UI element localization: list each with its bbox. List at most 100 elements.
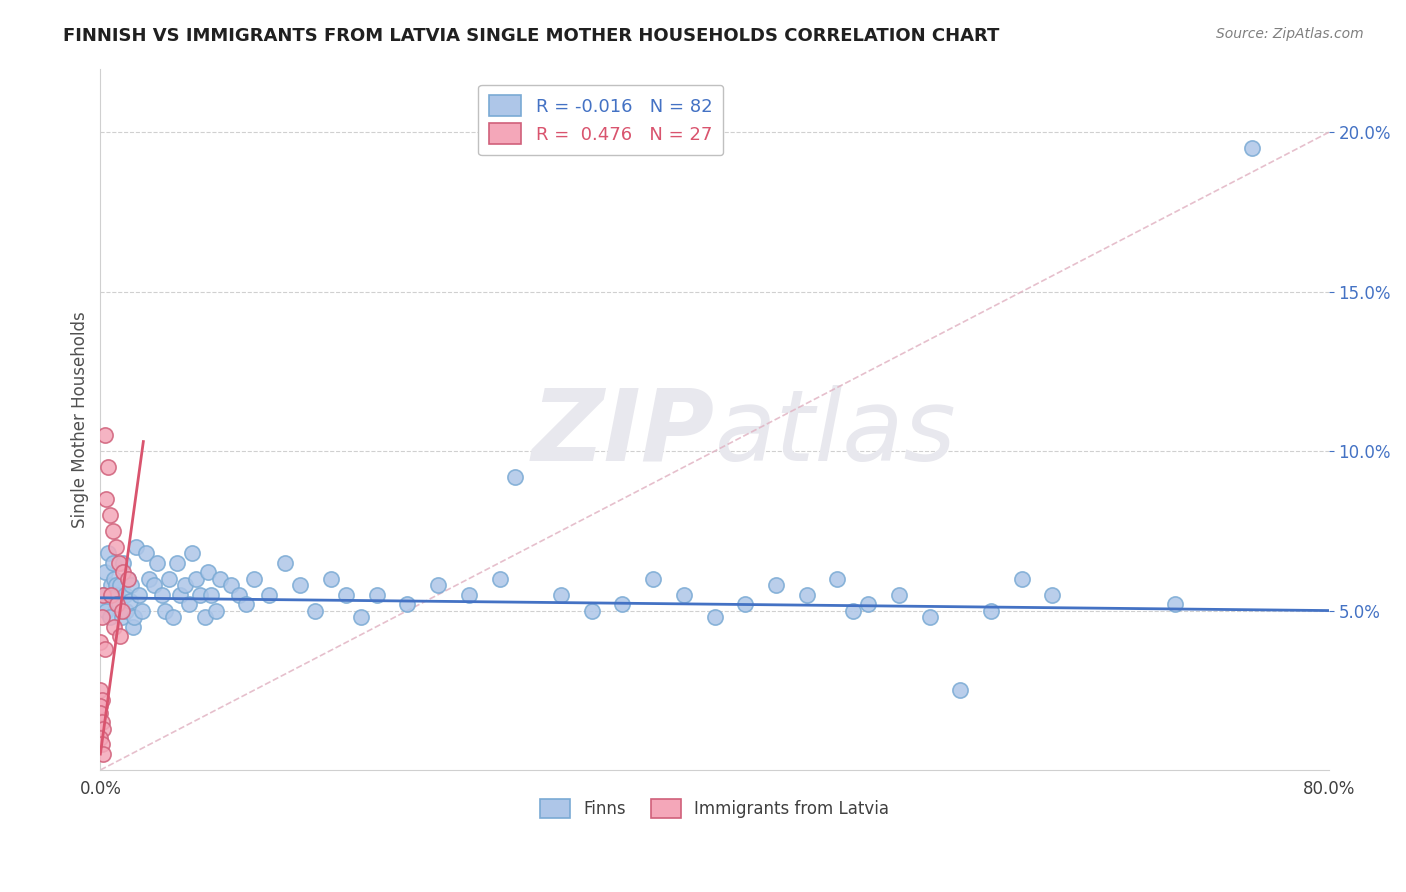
Point (131, 603, 153, 617)
Point (89, 699, 111, 714)
Point (89, 731, 111, 745)
Point (1040, 588, 1063, 602)
Text: atlas: atlas (714, 384, 956, 482)
Point (219, 578, 242, 592)
Point (103, 572, 125, 586)
Point (100, 588, 122, 602)
Point (1240, 141, 1263, 155)
Point (918, 610, 941, 624)
Point (94, 428, 117, 442)
Point (153, 603, 176, 617)
Point (503, 469, 526, 483)
Point (842, 603, 865, 617)
Point (612, 597, 634, 611)
Point (112, 556, 135, 570)
Point (90, 715, 112, 730)
Point (319, 572, 342, 586)
Point (173, 578, 195, 592)
Point (97, 460, 120, 475)
Point (103, 619, 125, 633)
Point (115, 603, 138, 617)
Point (166, 556, 188, 570)
Point (90, 738, 112, 752)
Point (101, 524, 124, 538)
Point (734, 597, 756, 611)
Point (200, 588, 222, 602)
Point (93, 722, 115, 736)
Point (335, 588, 357, 602)
Point (143, 578, 166, 592)
Point (114, 588, 136, 602)
Point (243, 572, 266, 586)
Point (110, 629, 132, 643)
Point (396, 597, 419, 611)
Point (350, 610, 373, 624)
Point (104, 540, 127, 554)
Text: FINNISH VS IMMIGRANTS FROM LATVIA SINGLE MOTHER HOUSEHOLDS CORRELATION CHART: FINNISH VS IMMIGRANTS FROM LATVIA SINGLE… (63, 27, 1000, 45)
Point (90, 610, 112, 624)
Point (169, 588, 191, 602)
Point (796, 588, 818, 602)
Point (765, 578, 787, 592)
Point (159, 572, 181, 586)
Point (304, 603, 326, 617)
Point (105, 588, 128, 602)
Point (117, 572, 139, 586)
Point (949, 683, 972, 698)
Y-axis label: Single Mother Households: Single Mother Households (72, 311, 89, 528)
Point (135, 546, 157, 560)
Point (1011, 572, 1033, 586)
Point (188, 588, 211, 602)
Point (235, 597, 257, 611)
Point (90, 597, 112, 611)
Point (457, 588, 479, 602)
Point (197, 566, 219, 580)
Point (100, 578, 122, 592)
Point (703, 610, 725, 624)
Point (550, 588, 572, 602)
Point (98, 508, 121, 522)
Text: Source: ZipAtlas.com: Source: ZipAtlas.com (1216, 27, 1364, 41)
Point (146, 556, 169, 570)
Point (107, 597, 129, 611)
Point (96, 491, 118, 506)
Point (128, 588, 150, 602)
Point (94, 566, 117, 580)
Point (93, 747, 115, 761)
Point (259, 588, 281, 602)
Point (194, 610, 217, 624)
Point (104, 578, 127, 592)
Point (89, 683, 111, 698)
Point (980, 603, 1002, 617)
Point (124, 540, 146, 554)
Point (111, 610, 134, 624)
Point (366, 588, 388, 602)
Point (90, 693, 112, 707)
Point (101, 556, 124, 570)
Point (184, 572, 207, 586)
Point (97, 546, 120, 560)
Point (110, 578, 132, 592)
Point (121, 619, 143, 633)
Point (94, 641, 117, 656)
Point (228, 588, 250, 602)
Point (105, 597, 128, 611)
Point (179, 597, 201, 611)
Point (107, 556, 129, 570)
Point (181, 546, 204, 560)
Point (162, 610, 184, 624)
Point (98, 610, 121, 624)
Point (122, 610, 145, 624)
Point (887, 588, 910, 602)
Point (672, 588, 695, 602)
Point (581, 603, 603, 617)
Point (112, 566, 135, 580)
Point (120, 578, 142, 592)
Point (827, 572, 849, 586)
Point (209, 572, 232, 586)
Point (89, 706, 111, 720)
Point (643, 572, 665, 586)
Point (96, 603, 118, 617)
Point (117, 572, 139, 586)
Point (150, 588, 173, 602)
